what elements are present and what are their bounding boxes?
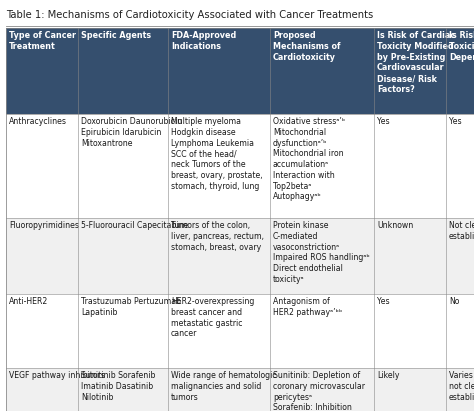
Text: Unknown: Unknown [377, 221, 413, 230]
Text: Yes: Yes [377, 117, 390, 126]
Bar [78, 294, 168, 368]
Bar [6, 114, 78, 218]
Text: Trastuzumab Pertuzumab
Lapatinib: Trastuzumab Pertuzumab Lapatinib [81, 297, 181, 317]
Text: 5-Fluorouracil Capecitabine: 5-Fluorouracil Capecitabine [81, 221, 188, 230]
Bar [270, 28, 374, 114]
Text: Table 1: Mechanisms of Cardiotoxicity Associated with Cancer Treatments: Table 1: Mechanisms of Cardiotoxicity As… [6, 10, 373, 20]
Text: Protein kinase
C-mediated
vasoconstrictionᵃ
Impaired ROS handlingᵃᵇ
Direct endot: Protein kinase C-mediated vasoconstricti… [273, 221, 370, 284]
Bar [6, 368, 78, 411]
Text: Fluoropyrimidines: Fluoropyrimidines [9, 221, 79, 230]
Bar [6, 218, 78, 294]
Text: Is Risk of Cardiac
Toxicity Modified
by Pre-Existing
Cardiovascular
Disease/ Ris: Is Risk of Cardiac Toxicity Modified by … [377, 31, 455, 94]
Bar [446, 294, 474, 368]
Bar [78, 368, 168, 411]
Bar [374, 28, 446, 114]
Text: Likely: Likely [377, 371, 400, 380]
Text: Multiple myeloma
Hodgkin disease
Lymphoma Leukemia
SCC of the head/
neck Tumors : Multiple myeloma Hodgkin disease Lymphom… [171, 117, 263, 191]
Text: Oxidative stressᵃ’ᵇ
Mitochondrial
dysfunctionᵃ’ᵇ
Mitochondrial iron
accumulation: Oxidative stressᵃ’ᵇ Mitochondrial dysfun… [273, 117, 345, 201]
Bar [270, 218, 374, 294]
Text: Type of Cancer
Treatment: Type of Cancer Treatment [9, 31, 76, 51]
Bar [446, 368, 474, 411]
Bar [168, 218, 270, 294]
Bar [374, 218, 446, 294]
Text: Yes: Yes [449, 117, 462, 126]
Bar [374, 294, 446, 368]
Bar [6, 294, 78, 368]
Text: Tumors of the colon,
liver, pancreas, rectum,
stomach, breast, ovary: Tumors of the colon, liver, pancreas, re… [171, 221, 264, 252]
Text: Wide range of hematologic
malignancies and solid
tumors: Wide range of hematologic malignancies a… [171, 371, 277, 402]
Bar [446, 218, 474, 294]
Bar [270, 294, 374, 368]
Text: Anti-HER2: Anti-HER2 [9, 297, 48, 306]
Bar [270, 114, 374, 218]
Text: HER2-overexpressing
breast cancer and
metastatic gastric
cancer: HER2-overexpressing breast cancer and me… [171, 297, 255, 338]
Text: Varies by agent,
not clearly
established: Varies by agent, not clearly established [449, 371, 474, 402]
Bar [78, 218, 168, 294]
Bar [270, 368, 374, 411]
Text: Antagonism of
HER2 pathwayᵃ’ᵇᵇ: Antagonism of HER2 pathwayᵃ’ᵇᵇ [273, 297, 342, 317]
Bar [78, 28, 168, 114]
Text: FDA-Approved
Indications: FDA-Approved Indications [171, 31, 236, 51]
Bar [374, 368, 446, 411]
Bar [6, 28, 78, 114]
Text: Specific Agents: Specific Agents [81, 31, 151, 40]
Bar [168, 294, 270, 368]
Text: Proposed
Mechanisms of
Cardiotoxicity: Proposed Mechanisms of Cardiotoxicity [273, 31, 340, 62]
Text: Is Risk of Cardiac
Toxicity Dose-
Dependent?: Is Risk of Cardiac Toxicity Dose- Depend… [449, 31, 474, 62]
Text: Anthracyclines: Anthracyclines [9, 117, 67, 126]
Bar [374, 114, 446, 218]
Text: Sunitinib: Depletion of
coronary microvascular
pericytesᵃ
Sorafenib: Inhibition
: Sunitinib: Depletion of coronary microva… [273, 371, 365, 411]
Text: Not clearly
established: Not clearly established [449, 221, 474, 241]
Text: Doxorubicin Daunorubicin
Epirubicin Idarubicin
Mitoxantrone: Doxorubicin Daunorubicin Epirubicin Idar… [81, 117, 182, 148]
Text: No: No [449, 297, 459, 306]
Text: Sunitinib Sorafenib
Imatinib Dasatinib
Nilotinib: Sunitinib Sorafenib Imatinib Dasatinib N… [81, 371, 155, 402]
Bar [168, 368, 270, 411]
Bar [168, 28, 270, 114]
Bar [78, 114, 168, 218]
Text: VEGF pathway inhibitors: VEGF pathway inhibitors [9, 371, 105, 380]
Bar [446, 28, 474, 114]
Bar [168, 114, 270, 218]
Bar [446, 114, 474, 218]
Text: Yes: Yes [377, 297, 390, 306]
